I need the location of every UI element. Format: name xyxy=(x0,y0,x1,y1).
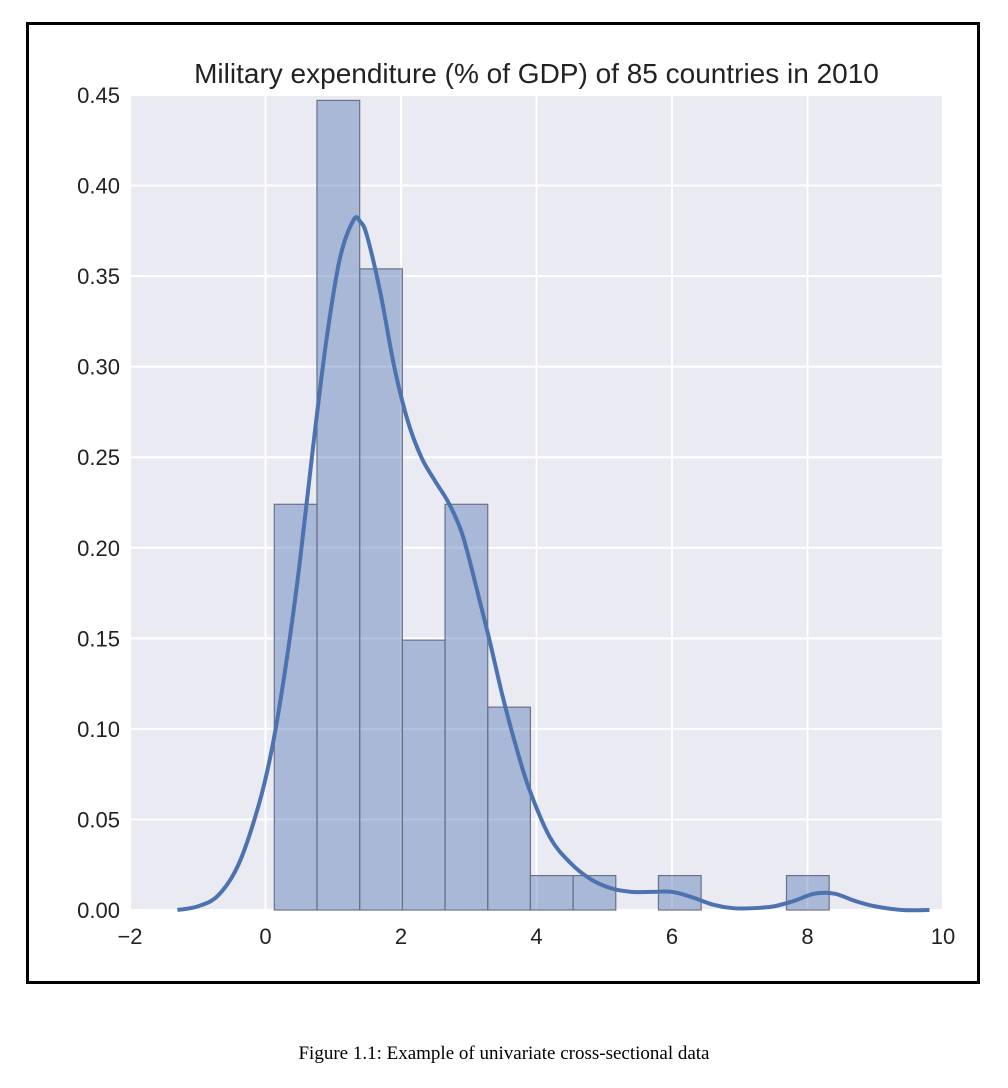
histogram-bar xyxy=(487,706,532,911)
x-tick-labels: −2 0 2 4 6 8 10 xyxy=(117,924,955,949)
grid-lines xyxy=(129,94,944,911)
histogram-bar xyxy=(529,874,574,911)
histogram-bars xyxy=(273,99,830,911)
x-tick-label: 2 xyxy=(395,924,407,949)
x-tick-label: 0 xyxy=(259,924,271,949)
histogram-bar xyxy=(359,268,403,911)
histogram-bar xyxy=(444,503,489,911)
y-tick-label: 0.45 xyxy=(77,83,120,108)
figure-frame: 0.00 0.05 0.10 0.15 0.20 0.25 0.30 0.35 0.40 0.45… xyxy=(26,22,980,984)
y-tick-label: 0.15 xyxy=(77,626,120,651)
x-tick-label: 6 xyxy=(666,924,678,949)
histogram-bar xyxy=(273,503,318,911)
y-tick-labels: 0.00 0.05 0.10 0.15 0.20 0.25 0.30 0.35 0.40 0.45 xyxy=(77,83,120,923)
histogram-bar xyxy=(785,874,830,911)
chart-title: Military expenditure (% of GDP) of 85 co… xyxy=(194,58,879,89)
x-tick-label: −2 xyxy=(117,924,142,949)
figure-caption: Figure 1.1: Example of univariate cross-… xyxy=(298,1043,710,1064)
y-tick-label: 0.40 xyxy=(77,174,120,199)
histogram-bar xyxy=(401,639,446,911)
y-tick-label: 0.10 xyxy=(77,717,120,742)
histogram-bar xyxy=(316,99,361,911)
kde-curve xyxy=(177,215,930,913)
y-tick-label: 0.35 xyxy=(77,264,120,289)
y-tick-label: 0.25 xyxy=(77,445,120,470)
x-tick-label: 10 xyxy=(931,924,955,949)
histogram-chart: 0.00 0.05 0.10 0.15 0.20 0.25 0.30 0.35 0.40 0.45… xyxy=(77,58,955,949)
y-tick-label: 0.05 xyxy=(77,807,120,832)
x-tick-label: 4 xyxy=(530,924,542,949)
y-tick-label: 0.00 xyxy=(77,898,120,923)
x-tick-label: 8 xyxy=(801,924,813,949)
y-tick-label: 0.20 xyxy=(77,536,120,561)
y-tick-label: 0.30 xyxy=(77,355,120,380)
